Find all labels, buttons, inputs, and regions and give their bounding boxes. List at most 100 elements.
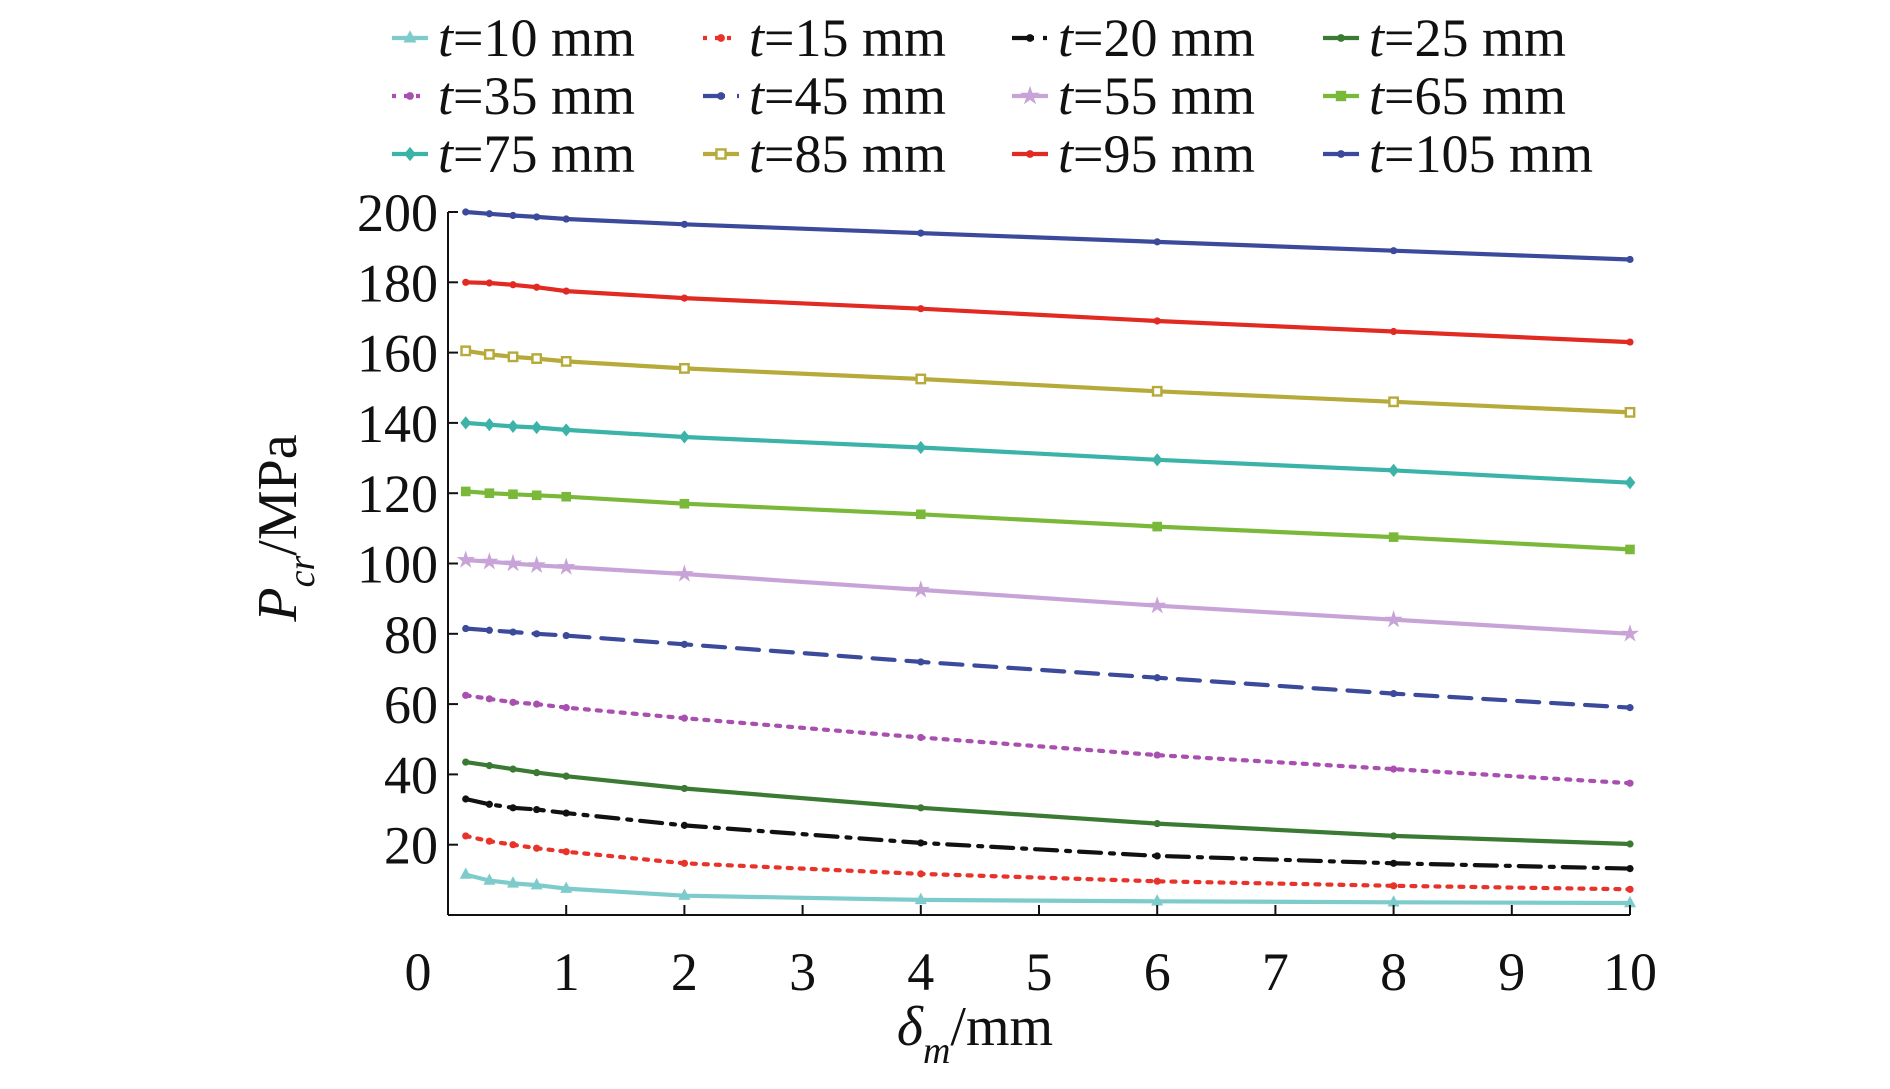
series-8 bbox=[460, 486, 1635, 555]
data-point bbox=[917, 305, 925, 313]
data-point bbox=[462, 278, 470, 286]
data-point bbox=[1390, 689, 1398, 698]
y-tick-label: 60 bbox=[384, 675, 438, 735]
data-point bbox=[680, 784, 689, 793]
series-10 bbox=[460, 345, 1636, 418]
legend-item: t=105 mm bbox=[1323, 124, 1593, 184]
legend: t=10 mm t=15 mm t=20 mm t=25 mm t=35 mm t=45 … bbox=[392, 8, 1593, 184]
data-point bbox=[562, 809, 570, 817]
legend-item: t=95 mm bbox=[1012, 124, 1255, 184]
data-point bbox=[507, 351, 519, 363]
legend-label: t=105 mm bbox=[1369, 124, 1593, 184]
x-tick-label: 7 bbox=[1262, 942, 1289, 1002]
data-point bbox=[1626, 840, 1634, 848]
data-point bbox=[484, 488, 495, 498]
data-point bbox=[562, 631, 570, 640]
legend-label: t=75 mm bbox=[438, 124, 635, 184]
data-point bbox=[509, 698, 517, 706]
data-point bbox=[531, 353, 543, 364]
data-point bbox=[503, 553, 523, 572]
legend-item: t=45 mm bbox=[703, 66, 946, 126]
data-point bbox=[1626, 704, 1634, 712]
legend-marker bbox=[715, 148, 727, 160]
data-point bbox=[483, 418, 495, 432]
x-tick-label: 10 bbox=[1603, 942, 1657, 1002]
legend-item: t=15 mm bbox=[703, 8, 946, 68]
legend-label: t=65 mm bbox=[1369, 66, 1566, 126]
series-line bbox=[463, 796, 1633, 871]
data-point bbox=[1390, 859, 1398, 867]
data-point bbox=[1153, 751, 1161, 759]
series-line bbox=[463, 348, 1633, 415]
axis-titles: δm/mm Pcr/MPa bbox=[247, 434, 1053, 1072]
data-point bbox=[562, 772, 570, 780]
data-point bbox=[509, 628, 517, 636]
data-point bbox=[562, 287, 570, 295]
data-point bbox=[485, 695, 493, 703]
data-point bbox=[460, 416, 472, 430]
data-point bbox=[1148, 596, 1167, 614]
data-point bbox=[509, 841, 517, 849]
data-point bbox=[1388, 396, 1400, 408]
legend-item: t=55 mm bbox=[1012, 66, 1255, 126]
legend-marker bbox=[403, 30, 417, 43]
series-line bbox=[463, 557, 1633, 636]
data-point bbox=[1390, 832, 1398, 840]
series-9 bbox=[460, 416, 1636, 490]
y-tick-label: 200 bbox=[357, 183, 438, 243]
data-point bbox=[507, 876, 520, 888]
data-point bbox=[485, 800, 493, 808]
data-point bbox=[1388, 532, 1399, 542]
legend-item: t=10 mm bbox=[392, 8, 635, 68]
data-point bbox=[917, 839, 925, 847]
legend-label: t=25 mm bbox=[1369, 8, 1566, 68]
data-point bbox=[1153, 674, 1161, 682]
data-point bbox=[462, 832, 470, 840]
legend-item: t=25 mm bbox=[1323, 8, 1566, 68]
series-7 bbox=[456, 550, 1640, 642]
series-line bbox=[463, 489, 1633, 552]
series-6 bbox=[462, 624, 1634, 712]
x-tick-label: 1 bbox=[553, 942, 580, 1002]
data-point bbox=[917, 229, 925, 237]
data-point bbox=[459, 867, 472, 879]
legend-label: t=10 mm bbox=[438, 8, 635, 68]
x-tick-label: 3 bbox=[789, 942, 816, 1002]
data-point bbox=[460, 486, 471, 497]
x-tick-label: 8 bbox=[1380, 942, 1407, 1002]
legend-label: t=35 mm bbox=[438, 66, 635, 126]
data-point bbox=[1626, 865, 1634, 873]
data-point bbox=[911, 580, 930, 598]
data-point bbox=[916, 509, 926, 520]
series-2 bbox=[462, 832, 1634, 893]
data-point bbox=[1626, 338, 1634, 346]
axes: 0 1 2 3 4 5 6 7 8 9 10 20 40 60 80 100 120 140 160 180 200 bbox=[357, 183, 1657, 1002]
data-point bbox=[917, 804, 925, 812]
data-point bbox=[485, 626, 493, 634]
y-tick-label: 120 bbox=[357, 464, 438, 524]
legend-label: t=55 mm bbox=[1058, 66, 1255, 126]
data-point bbox=[562, 215, 570, 223]
series-4 bbox=[462, 758, 1634, 848]
data-point bbox=[509, 281, 517, 289]
data-point bbox=[679, 363, 690, 374]
data-point bbox=[917, 733, 925, 742]
data-point bbox=[456, 550, 475, 568]
data-point bbox=[679, 430, 690, 444]
data-point bbox=[533, 700, 541, 708]
y-tick-label: 20 bbox=[384, 816, 438, 876]
data-point bbox=[1390, 765, 1398, 773]
data-point bbox=[557, 557, 576, 575]
data-point bbox=[1151, 385, 1163, 397]
legend-label: t=95 mm bbox=[1058, 124, 1255, 184]
data-point bbox=[533, 283, 541, 291]
x-tick-label: 9 bbox=[1498, 942, 1525, 1002]
data-point bbox=[531, 420, 543, 435]
data-point bbox=[485, 762, 493, 770]
legend-marker bbox=[406, 92, 414, 100]
series-line bbox=[463, 760, 1633, 847]
data-point bbox=[1384, 610, 1403, 628]
data-point bbox=[562, 848, 570, 856]
